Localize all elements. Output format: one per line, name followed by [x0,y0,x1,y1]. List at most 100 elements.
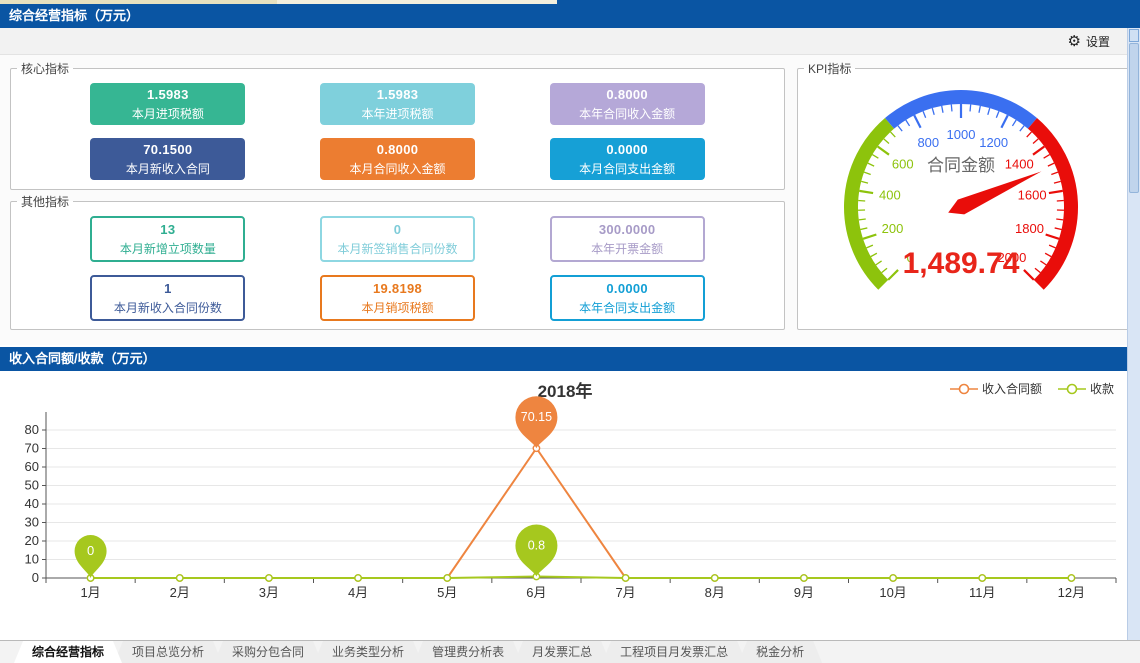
tile-value: 13 [160,221,176,237]
gauge-arc [885,90,1037,129]
max-point-pin [515,396,558,449]
sheet-tab-4[interactable]: 管理费分析表 [414,641,522,663]
gauge-arc [1027,118,1078,290]
data-point [1067,574,1076,582]
y-tick-label: 50 [25,478,39,493]
tile-label: 本月新收入合同份数 [113,300,222,315]
core-indicators-legend: 核心指标 [21,62,70,76]
gauge-minor-tick [881,267,888,274]
legend-item-1[interactable]: 收款 [1057,380,1114,397]
other-indicators-grid: 13 本月新增立项数量 0 本月新签销售合同份数 300.0000 本年开票金额 1 本月新收… [11,210,784,321]
data-point [800,574,808,582]
gauge-minor-tick [860,227,868,231]
window-top-edge [0,0,1140,4]
main-panel-header: 综合经营指标（万元） [0,4,1140,28]
kpi-tile: 1 本月新收入合同份数 [90,275,246,321]
gauge-minor-tick [1019,125,1025,132]
tile-label: 本月新增立项数量 [119,241,216,256]
indicators-region: 核心指标 1.5983 本月进项税额 1.5983 本年进项税额 0.8000 本年合同收… [0,55,1140,345]
gauge-tick-label: 1400 [1005,157,1034,172]
gauge-minor-tick [931,107,935,115]
pin-label: 0 [87,543,94,558]
kpi-tile: 0.0000 本年合同支出金额 [549,275,705,321]
y-tick-label: 80 [25,422,39,437]
x-tick-label: 10月 [879,585,906,600]
sheet-tab-0[interactable]: 综合经营指标 [14,641,122,663]
gauge-minor-tick [1026,131,1032,138]
x-tick-label: 5月 [437,585,457,600]
tile-label: 本月进项税额 [131,106,204,121]
gauge-tick-label: 1000 [947,127,976,142]
gauge-minor-tick [969,104,972,112]
sheet-tab-3[interactable]: 业务类型分析 [314,641,422,663]
tile-value: 19.8198 [372,280,423,296]
data-point [443,574,452,582]
legend-label: 收款 [1089,382,1114,396]
kpi-tile: 0.8000 本月合同收入金额 [319,138,475,180]
gauge-major-tick [877,145,890,156]
gauge-minor-tick [978,105,981,113]
gauge-minor-tick [1044,252,1052,258]
tile-label: 本月销项税额 [361,300,434,315]
tile-value: 0 [393,221,402,237]
gauge-minor-tick [861,180,869,184]
tile-value: 1.5983 [147,86,189,102]
gauge-minor-tick [1048,244,1056,249]
gauge-tick-label: 400 [879,188,901,203]
pin-label: 70.15 [521,410,552,424]
gear-icon: ⚙ [1067,32,1081,50]
legend-item-0[interactable]: 收入合同额 [949,380,1042,397]
series-line-1 [90,575,1072,579]
gauge-major-tick [862,233,877,240]
sheet-tab-1[interactable]: 项目总览分析 [114,641,222,663]
scrollbar-thumb[interactable] [1129,43,1139,193]
y-tick-label: 20 [25,533,39,548]
tile-label: 本年开票金额 [591,241,664,256]
gauge-major-tick [1000,114,1009,129]
y-tick-label: 30 [25,515,39,530]
gauge-minor-tick [1053,180,1061,184]
tile-label: 本月新签销售合同份数 [337,241,458,256]
data-point [621,574,630,582]
gauge-minor-tick [1054,227,1062,231]
max-point-pin [515,524,558,577]
sheet-tab-5[interactable]: 月发票汇总 [514,641,610,663]
toolbar: ⚙ 设置 [0,28,1140,55]
max-point-pin [74,535,107,578]
gauge-minor-tick [1047,162,1055,167]
x-tick-label: 9月 [794,585,814,600]
kpi-tile: 13 本月新增立项数量 [90,216,246,262]
revenue-line-chart: 2018年 0 10 20 30 40 50 60 70 80 1月 2月 3月 4月 5月 6月 7月 8月 9月… [25,381,1117,600]
top-edge-segment [557,0,1140,4]
kpi-tile: 70.1500 本月新收入合同 [90,138,246,180]
gauge-minor-tick [1032,138,1039,145]
legend-marker [1057,383,1086,394]
settings-button[interactable]: ⚙ 设置 [1068,33,1110,50]
gauge-needle [948,171,1042,215]
gauge-tick-label: 1600 [1018,188,1047,203]
x-tick-label: 1月 [80,585,100,600]
scroll-up-button[interactable] [1129,29,1139,42]
gauge-minor-tick [1043,154,1050,159]
sheet-tab-6[interactable]: 工程项目月发票汇总 [602,641,746,663]
sheet-tab-bar: 综合经营指标 项目总览分析 采购分包合同 业务类型分析 管理费分析表 月发票汇总 工程项目月… [0,640,1140,663]
core-indicators-section: 核心指标 1.5983 本月进项税额 1.5983 本年进项税额 0.8000 本年合同收… [10,60,785,190]
series-line-0 [90,446,1072,579]
sheet-tab-2[interactable]: 采购分包合同 [214,641,322,663]
gauge-major-tick [887,269,899,281]
tile-label: 本月合同支出金额 [579,161,676,176]
gauge-minor-tick [875,260,882,266]
gauge-tick-label: 0 [906,250,913,265]
tile-value: 0.0000 [606,280,648,296]
gauge-tick-label: 1800 [1015,221,1044,236]
sheet-tab-7[interactable]: 税金分析 [738,641,822,663]
gauge-minor-tick [883,138,890,145]
gauge-minor-tick [1056,218,1064,221]
gauge-minor-tick [1011,119,1017,127]
tile-label: 本年合同收入金额 [579,106,676,121]
gauge-minor-tick [1040,260,1047,266]
vertical-scrollbar[interactable] [1127,28,1140,640]
gauge-major-tick [1048,189,1063,195]
legend-label: 收入合同额 [981,382,1042,396]
